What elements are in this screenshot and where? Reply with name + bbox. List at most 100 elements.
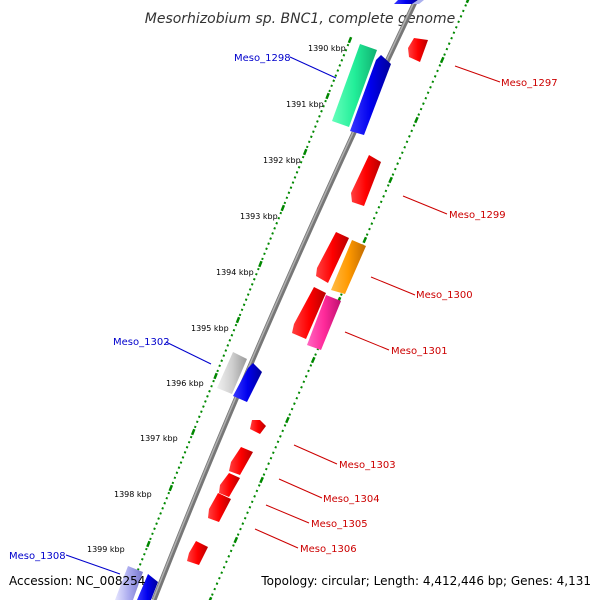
- minor-tick: [443, 53, 446, 56]
- minor-tick: [157, 517, 160, 520]
- minor-tick: [279, 211, 283, 215]
- minor-tick: [250, 500, 254, 504]
- gene-feature-meso-1302-blue[interactable]: [233, 363, 262, 402]
- minor-tick: [204, 400, 207, 403]
- minor-tick: [370, 222, 374, 225]
- minor-tick: [281, 429, 285, 433]
- gene-label-meso-1299[interactable]: Meso_1299: [449, 210, 506, 221]
- gene-feature-meso-1298-blue[interactable]: [350, 55, 391, 135]
- minor-tick: [265, 247, 268, 251]
- tick-label-1393: 1393 kbp: [240, 212, 278, 221]
- minor-tick: [234, 323, 238, 327]
- major-tick: [347, 36, 353, 44]
- minor-tick: [218, 576, 221, 580]
- minor-tick: [225, 560, 228, 564]
- minor-tick: [283, 424, 287, 427]
- minor-tick: [338, 64, 342, 67]
- minor-tick: [165, 496, 169, 500]
- gene-label-meso-1306[interactable]: Meso_1306: [300, 544, 357, 555]
- minor-tick: [312, 130, 315, 133]
- gene-label-meso-1302[interactable]: Meso_1302: [113, 337, 170, 348]
- minor-tick: [436, 69, 439, 73]
- gene-label-meso-1300[interactable]: Meso_1300: [416, 290, 473, 301]
- minor-tick: [197, 415, 201, 419]
- map-title: Mesorhizobium sp. BNC1, complete genome: [145, 11, 456, 27]
- minor-tick: [295, 171, 299, 174]
- minor-tick: [302, 380, 306, 384]
- minor-tick: [400, 151, 404, 155]
- minor-tick: [433, 75, 437, 78]
- minor-tick: [273, 227, 276, 230]
- gene-feature-meso-1301-red[interactable]: [292, 287, 326, 339]
- minor-tick: [314, 353, 317, 356]
- gene-feature-meso-1300-red[interactable]: [316, 232, 349, 283]
- major-tick: [213, 372, 218, 380]
- minor-tick: [340, 59, 344, 62]
- minor-tick: [301, 155, 305, 159]
- minor-tick: [216, 369, 219, 373]
- major-tick: [190, 428, 196, 436]
- minor-tick: [246, 293, 250, 296]
- gene-feature-meso-1308-blue[interactable]: [137, 574, 158, 600]
- minor-tick: [211, 593, 214, 596]
- minor-tick: [215, 582, 219, 585]
- minor-tick: [459, 15, 463, 18]
- gene-label-meso-1303[interactable]: Meso_1303: [339, 460, 396, 471]
- gene-feature-meso-1297[interactable]: [408, 38, 428, 62]
- gene-label-meso-1297[interactable]: Meso_1297: [501, 78, 558, 89]
- minor-tick: [267, 242, 270, 245]
- minor-tick: [181, 456, 185, 459]
- gene-feature-meso-1301-pink[interactable]: [307, 295, 341, 350]
- major-tick: [388, 176, 393, 184]
- minor-tick: [167, 491, 171, 495]
- major-tick: [258, 260, 263, 268]
- minor-tick: [143, 552, 146, 556]
- major-tick: [362, 236, 368, 244]
- gene-feature-meso-1308-light[interactable]: [115, 566, 143, 600]
- minor-tick: [236, 533, 240, 536]
- gene-label-meso-1298[interactable]: Meso_1298: [234, 53, 291, 64]
- gene-feature-meso-1306[interactable]: [187, 541, 208, 565]
- minor-tick: [344, 48, 348, 52]
- minor-tick: [322, 104, 325, 108]
- tick-label-1397: 1397 kbp: [140, 434, 178, 443]
- gene-label-meso-1301[interactable]: Meso_1301: [391, 346, 448, 357]
- minor-tick: [271, 451, 275, 455]
- minor-tick: [410, 129, 414, 133]
- minor-tick: [304, 375, 308, 378]
- minor-tick: [391, 173, 395, 176]
- major-tick: [302, 148, 308, 156]
- minor-tick: [342, 53, 346, 57]
- gene-label-meso-1305[interactable]: Meso_1305: [311, 519, 368, 530]
- major-tick: [259, 476, 264, 484]
- gene-feature-meso-1303[interactable]: [250, 420, 266, 434]
- gene-feature-meso-1305[interactable]: [208, 493, 231, 522]
- minor-tick: [324, 99, 327, 103]
- minor-tick: [183, 451, 187, 454]
- gene-feature-meso-1302-grey[interactable]: [217, 352, 247, 394]
- minor-tick: [274, 445, 278, 449]
- gene-feature-top-blue[interactable]: [394, 0, 418, 4]
- minor-tick: [187, 440, 191, 444]
- minor-tick: [375, 211, 378, 215]
- gene-feature-meso-1304-b[interactable]: [219, 473, 240, 497]
- tick-label-1395: 1395 kbp: [191, 324, 229, 333]
- gene-feature-top-blue-light[interactable]: [412, 0, 424, 4]
- minor-tick: [412, 124, 416, 127]
- minor-tick: [452, 31, 456, 35]
- gene-feature-meso-1304-a[interactable]: [229, 447, 253, 475]
- gene-feature-meso-1300-orange[interactable]: [331, 240, 366, 294]
- gene-feature-meso-1299[interactable]: [351, 155, 381, 206]
- minor-tick: [320, 109, 323, 113]
- minor-tick: [193, 425, 197, 429]
- gene-label-meso-1308[interactable]: Meso_1308: [9, 551, 66, 562]
- minor-tick: [267, 462, 270, 465]
- minor-tick: [454, 25, 458, 29]
- minor-tick: [291, 181, 295, 184]
- gene-feature-meso-1298-green[interactable]: [332, 44, 377, 127]
- minor-tick: [285, 196, 289, 200]
- minor-tick: [252, 277, 256, 281]
- minor-tick: [464, 4, 467, 7]
- minor-tick: [417, 113, 421, 116]
- gene-label-meso-1304[interactable]: Meso_1304: [323, 494, 380, 505]
